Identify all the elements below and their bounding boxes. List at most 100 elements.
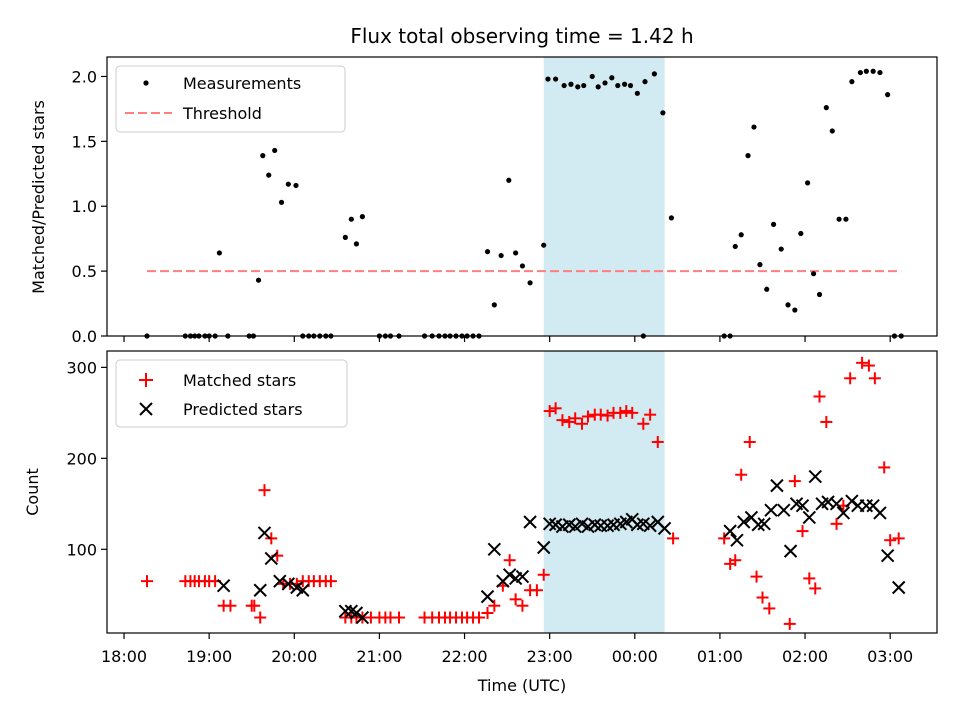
legend-label-threshold: Threshold — [182, 104, 262, 123]
matched-star-point — [258, 484, 271, 497]
top-highlight-band — [543, 57, 665, 336]
measurement-point — [885, 92, 891, 98]
measurement-point — [484, 249, 491, 255]
measurement-point — [553, 76, 559, 82]
measurement-point — [863, 68, 869, 74]
predicted-star-point — [487, 542, 502, 557]
legend-label-measurements: Measurements — [183, 74, 301, 93]
predicted-star-point — [802, 510, 817, 525]
bottom-y-tick-label: 100 — [66, 540, 97, 559]
measurement-point — [764, 286, 770, 292]
matched-star-point — [601, 409, 614, 422]
matched-star-point — [481, 606, 494, 619]
measurement-point — [589, 73, 595, 80]
predicted-star-point — [795, 498, 810, 513]
matched-star-point — [556, 414, 569, 427]
matched-star-point — [248, 599, 261, 612]
top-y-ticks: 0.0 0.5 1.0 1.5 2.0 — [72, 67, 107, 346]
measurement-point — [359, 214, 365, 220]
x-tick-label: 23:00 — [527, 647, 573, 666]
matched-star-point — [651, 435, 664, 448]
x-tick-label: 22:00 — [441, 647, 487, 666]
x-tick-label: 00:00 — [612, 647, 658, 666]
measurement-point — [491, 302, 497, 308]
matched-star-point — [516, 599, 529, 612]
predicted-star-point — [764, 503, 778, 517]
predicted-star-point — [281, 577, 296, 591]
measurement-point — [823, 105, 829, 111]
matched-star-point — [788, 475, 801, 488]
measurement-point — [816, 291, 823, 298]
predicted-star-point — [216, 578, 231, 593]
measurement-point — [745, 153, 751, 159]
predicted-star-point — [808, 469, 822, 484]
measurement-point — [792, 307, 798, 313]
matched-star-point — [868, 372, 881, 385]
matched-star-point — [141, 575, 154, 588]
measurement-point — [609, 75, 615, 81]
matched-star-point — [783, 617, 796, 630]
top-y-tick-label: 0.0 — [72, 327, 97, 346]
matched-star-point — [644, 408, 657, 421]
bottom-highlight-band — [543, 351, 665, 633]
measurement-point — [642, 79, 648, 85]
predicted-star-point — [523, 515, 537, 529]
bottom-panel: 100 200 300 18:00 19:00 20:00 21:00 22:00 23:00… — [23, 350, 938, 695]
legend-marker-matched — [139, 373, 153, 387]
measurement-point — [545, 76, 551, 82]
measurement-point — [798, 230, 804, 237]
measurement-point — [519, 263, 526, 269]
top-y-tick-label: 1.5 — [72, 132, 97, 151]
measurement-point — [732, 243, 738, 250]
x-tick-label: 02:00 — [782, 647, 828, 666]
top-y-tick-label: 2.0 — [72, 67, 97, 86]
measurement-point — [877, 69, 883, 76]
top-x-ticks — [123, 336, 891, 342]
matched-star-point — [473, 611, 486, 624]
measurement-point — [595, 84, 601, 90]
matched-star-point — [667, 532, 680, 545]
bottom-y-tick-label: 200 — [66, 449, 97, 468]
predicted-star-point — [891, 580, 906, 595]
matched-star-point — [581, 410, 594, 423]
matched-star-point — [862, 359, 875, 372]
measurement-point — [342, 234, 348, 240]
matched-star-point — [750, 570, 763, 583]
measurement-point — [668, 215, 675, 221]
measurement-point — [857, 69, 863, 76]
legend-marker-predicted — [139, 402, 153, 416]
legend-marker-measurements — [143, 80, 149, 86]
predicted-star-point — [723, 524, 737, 538]
measurement-point — [278, 199, 285, 205]
bottom-y-ticks: 100 200 300 — [66, 358, 107, 559]
matched-star-point — [892, 532, 905, 545]
measurement-point — [770, 221, 777, 227]
matched-star-point — [503, 554, 516, 567]
measurement-point — [870, 68, 876, 74]
measurement-point — [660, 110, 666, 116]
matched-star-point — [729, 554, 742, 567]
matched-star-point — [796, 525, 809, 538]
matched-star-point — [620, 405, 633, 418]
matched-star-point — [763, 602, 776, 615]
measurement-point — [836, 216, 842, 222]
top-measurements-series — [144, 68, 904, 339]
measurement-point — [829, 128, 835, 134]
measurement-point — [805, 180, 811, 186]
chart-title: Flux total observing time = 1.42 h — [350, 24, 693, 48]
legend-label-matched: Matched stars — [183, 371, 296, 390]
predicted-star-point — [777, 503, 791, 517]
measurement-point — [513, 250, 519, 256]
predicted-star-point — [643, 518, 657, 533]
bottom-legend: Matched stars Predicted stars — [115, 359, 348, 428]
matched-star-point — [224, 599, 237, 612]
predicted-star-point — [757, 517, 771, 531]
matched-stars-series — [141, 356, 905, 630]
measurement-point — [615, 82, 621, 89]
predicted-star-point — [355, 610, 370, 625]
matched-star-point — [878, 461, 891, 474]
measurement-point — [348, 216, 354, 222]
measurement-point — [216, 250, 222, 256]
matched-star-point — [530, 584, 543, 597]
predicted-star-point — [296, 583, 310, 597]
